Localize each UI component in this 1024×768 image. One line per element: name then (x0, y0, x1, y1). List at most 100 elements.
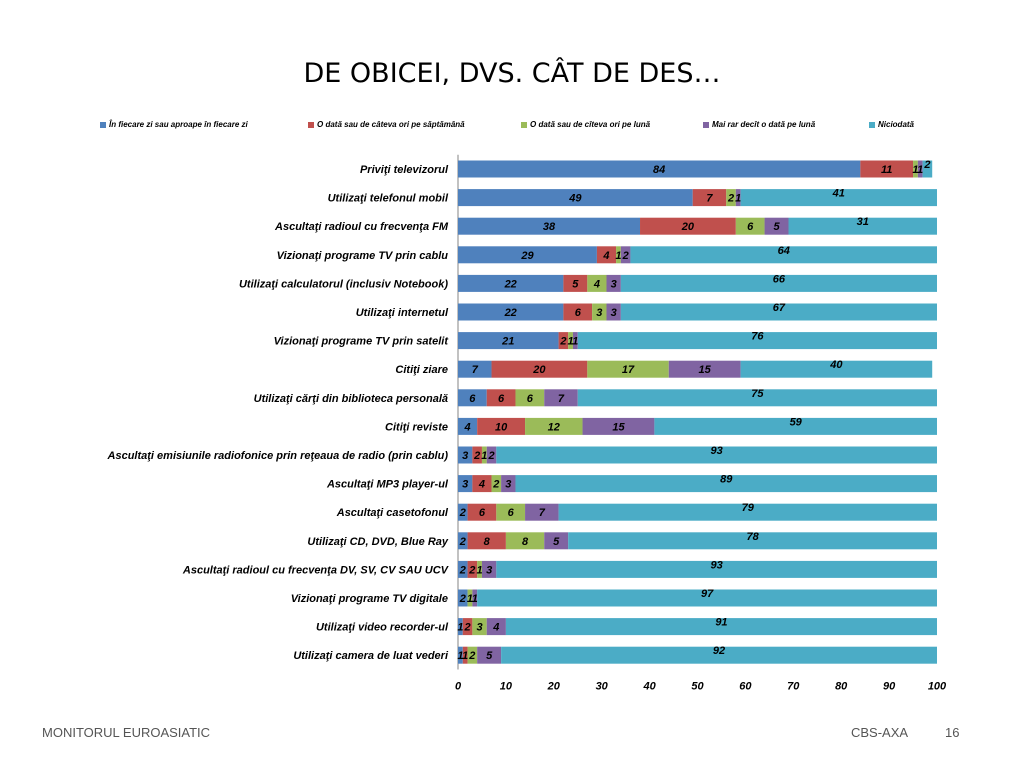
bar-segment (558, 332, 569, 350)
bar-segment (582, 417, 655, 435)
bar-segment (505, 618, 937, 636)
bar-segment (496, 446, 937, 464)
data-label: 2 (923, 159, 930, 171)
data-label: 3 (462, 479, 468, 491)
bar-segment (668, 360, 741, 378)
category-label: Citiţi reviste (385, 421, 448, 433)
bar-segment (544, 532, 569, 550)
legend-label-never: Niciodată (878, 120, 915, 129)
bar-segment (558, 503, 937, 521)
data-label: 1 (912, 164, 918, 176)
data-label: 11 (881, 164, 892, 176)
data-label: 7 (472, 364, 479, 376)
bar-segment (477, 646, 502, 664)
legend-swatch-rarely (703, 121, 709, 128)
bar-segment (458, 560, 468, 578)
bar-segment (458, 246, 597, 264)
bar-segment (477, 589, 937, 607)
legend-label-rarely: Mai rar decît o dată pe lună (712, 120, 816, 129)
bar-segment (620, 274, 937, 292)
data-label: 3 (611, 278, 617, 290)
bar-segment (467, 503, 497, 521)
chart-legend: În fiecare zi sau aproape în fiecare zi … (0, 120, 1024, 134)
category-label: Ascultaţi emisiunile radiofonice prin re… (107, 450, 449, 462)
data-label: 4 (464, 421, 471, 433)
data-label: 49 (568, 193, 582, 205)
bar-segment (505, 532, 545, 550)
bar-segment (462, 646, 468, 664)
data-label: 29 (520, 250, 534, 262)
bar-segment (596, 246, 617, 264)
data-label: 5 (572, 278, 579, 290)
data-label: 20 (532, 364, 546, 376)
page-number: 16 (945, 725, 960, 740)
data-label: 2 (727, 193, 734, 205)
data-label: 7 (539, 507, 546, 519)
bar-segment (458, 446, 473, 464)
bar-segment (764, 217, 789, 235)
category-label: Ascultaţi radioul cu frecvenţa DV, SV, C… (182, 564, 450, 576)
data-label: 59 (790, 416, 803, 428)
bar-segment (472, 475, 492, 493)
bar-segment (481, 560, 497, 578)
data-label: 1 (735, 193, 741, 205)
legend-item-never: Niciodată (869, 120, 914, 129)
bar-segment (616, 246, 621, 264)
data-label: 1 (568, 336, 574, 348)
bar-segment (515, 475, 937, 493)
data-label: 3 (486, 564, 492, 576)
bar-segment (477, 417, 526, 435)
data-label: 79 (742, 502, 755, 514)
data-label: 1 (457, 650, 463, 662)
legend-swatch-weekly (308, 121, 314, 128)
bar-segment (563, 274, 588, 292)
data-label: 38 (543, 221, 556, 233)
data-label: 15 (699, 364, 712, 376)
bar-segment (458, 274, 564, 292)
legend-item-daily: În fiecare zi sau aproape în fiecare zi (100, 120, 248, 129)
data-label: 78 (746, 531, 759, 543)
bar-segment (458, 618, 463, 636)
data-label: 1 (457, 622, 463, 634)
data-label: 1 (917, 164, 923, 176)
data-label: 4 (492, 622, 499, 634)
category-label: Vizionaţi programe TV prin satelit (274, 336, 450, 348)
data-label: 6 (498, 393, 505, 405)
data-label: 2 (468, 564, 475, 576)
bar-segment (486, 446, 497, 464)
bar-segment (458, 160, 861, 178)
data-label: 84 (653, 164, 665, 176)
category-label: Priviţi televizorul (360, 164, 449, 176)
bar-segment (472, 618, 487, 636)
data-label: 8 (484, 536, 491, 548)
legend-item-weekly: O dată sau de câteva ori pe săptămână (308, 120, 465, 129)
data-label: 1 (615, 250, 621, 262)
data-label: 40 (829, 359, 843, 371)
bar-segment (860, 160, 914, 178)
data-label: 97 (701, 588, 714, 600)
bar-segment (587, 274, 607, 292)
bar-segment (458, 589, 468, 607)
data-label: 3 (462, 450, 468, 462)
bar-segment (922, 160, 933, 178)
data-label: 1 (476, 564, 482, 576)
bar-segment (640, 217, 736, 235)
bar-segment (486, 618, 506, 636)
bar-segment (577, 332, 937, 350)
data-label: 3 (611, 307, 617, 319)
legend-swatch-daily (100, 121, 106, 128)
data-label: 5 (553, 536, 560, 548)
x-tick-label: 50 (691, 681, 704, 693)
data-label: 22 (504, 278, 517, 290)
data-label: 41 (832, 188, 845, 200)
data-label: 2 (459, 507, 466, 519)
category-label: Vizionaţi programe TV digitale (291, 593, 448, 605)
bar-segment (458, 532, 468, 550)
bar-segment (486, 389, 516, 407)
x-tick-label: 90 (883, 681, 896, 693)
legend-item-monthly: O dată sau de cîteva ori pe lună (521, 120, 650, 129)
bar-segment (630, 246, 937, 264)
data-label: 3 (476, 622, 482, 634)
bar-segment (496, 503, 526, 521)
bar-segment (726, 189, 736, 207)
